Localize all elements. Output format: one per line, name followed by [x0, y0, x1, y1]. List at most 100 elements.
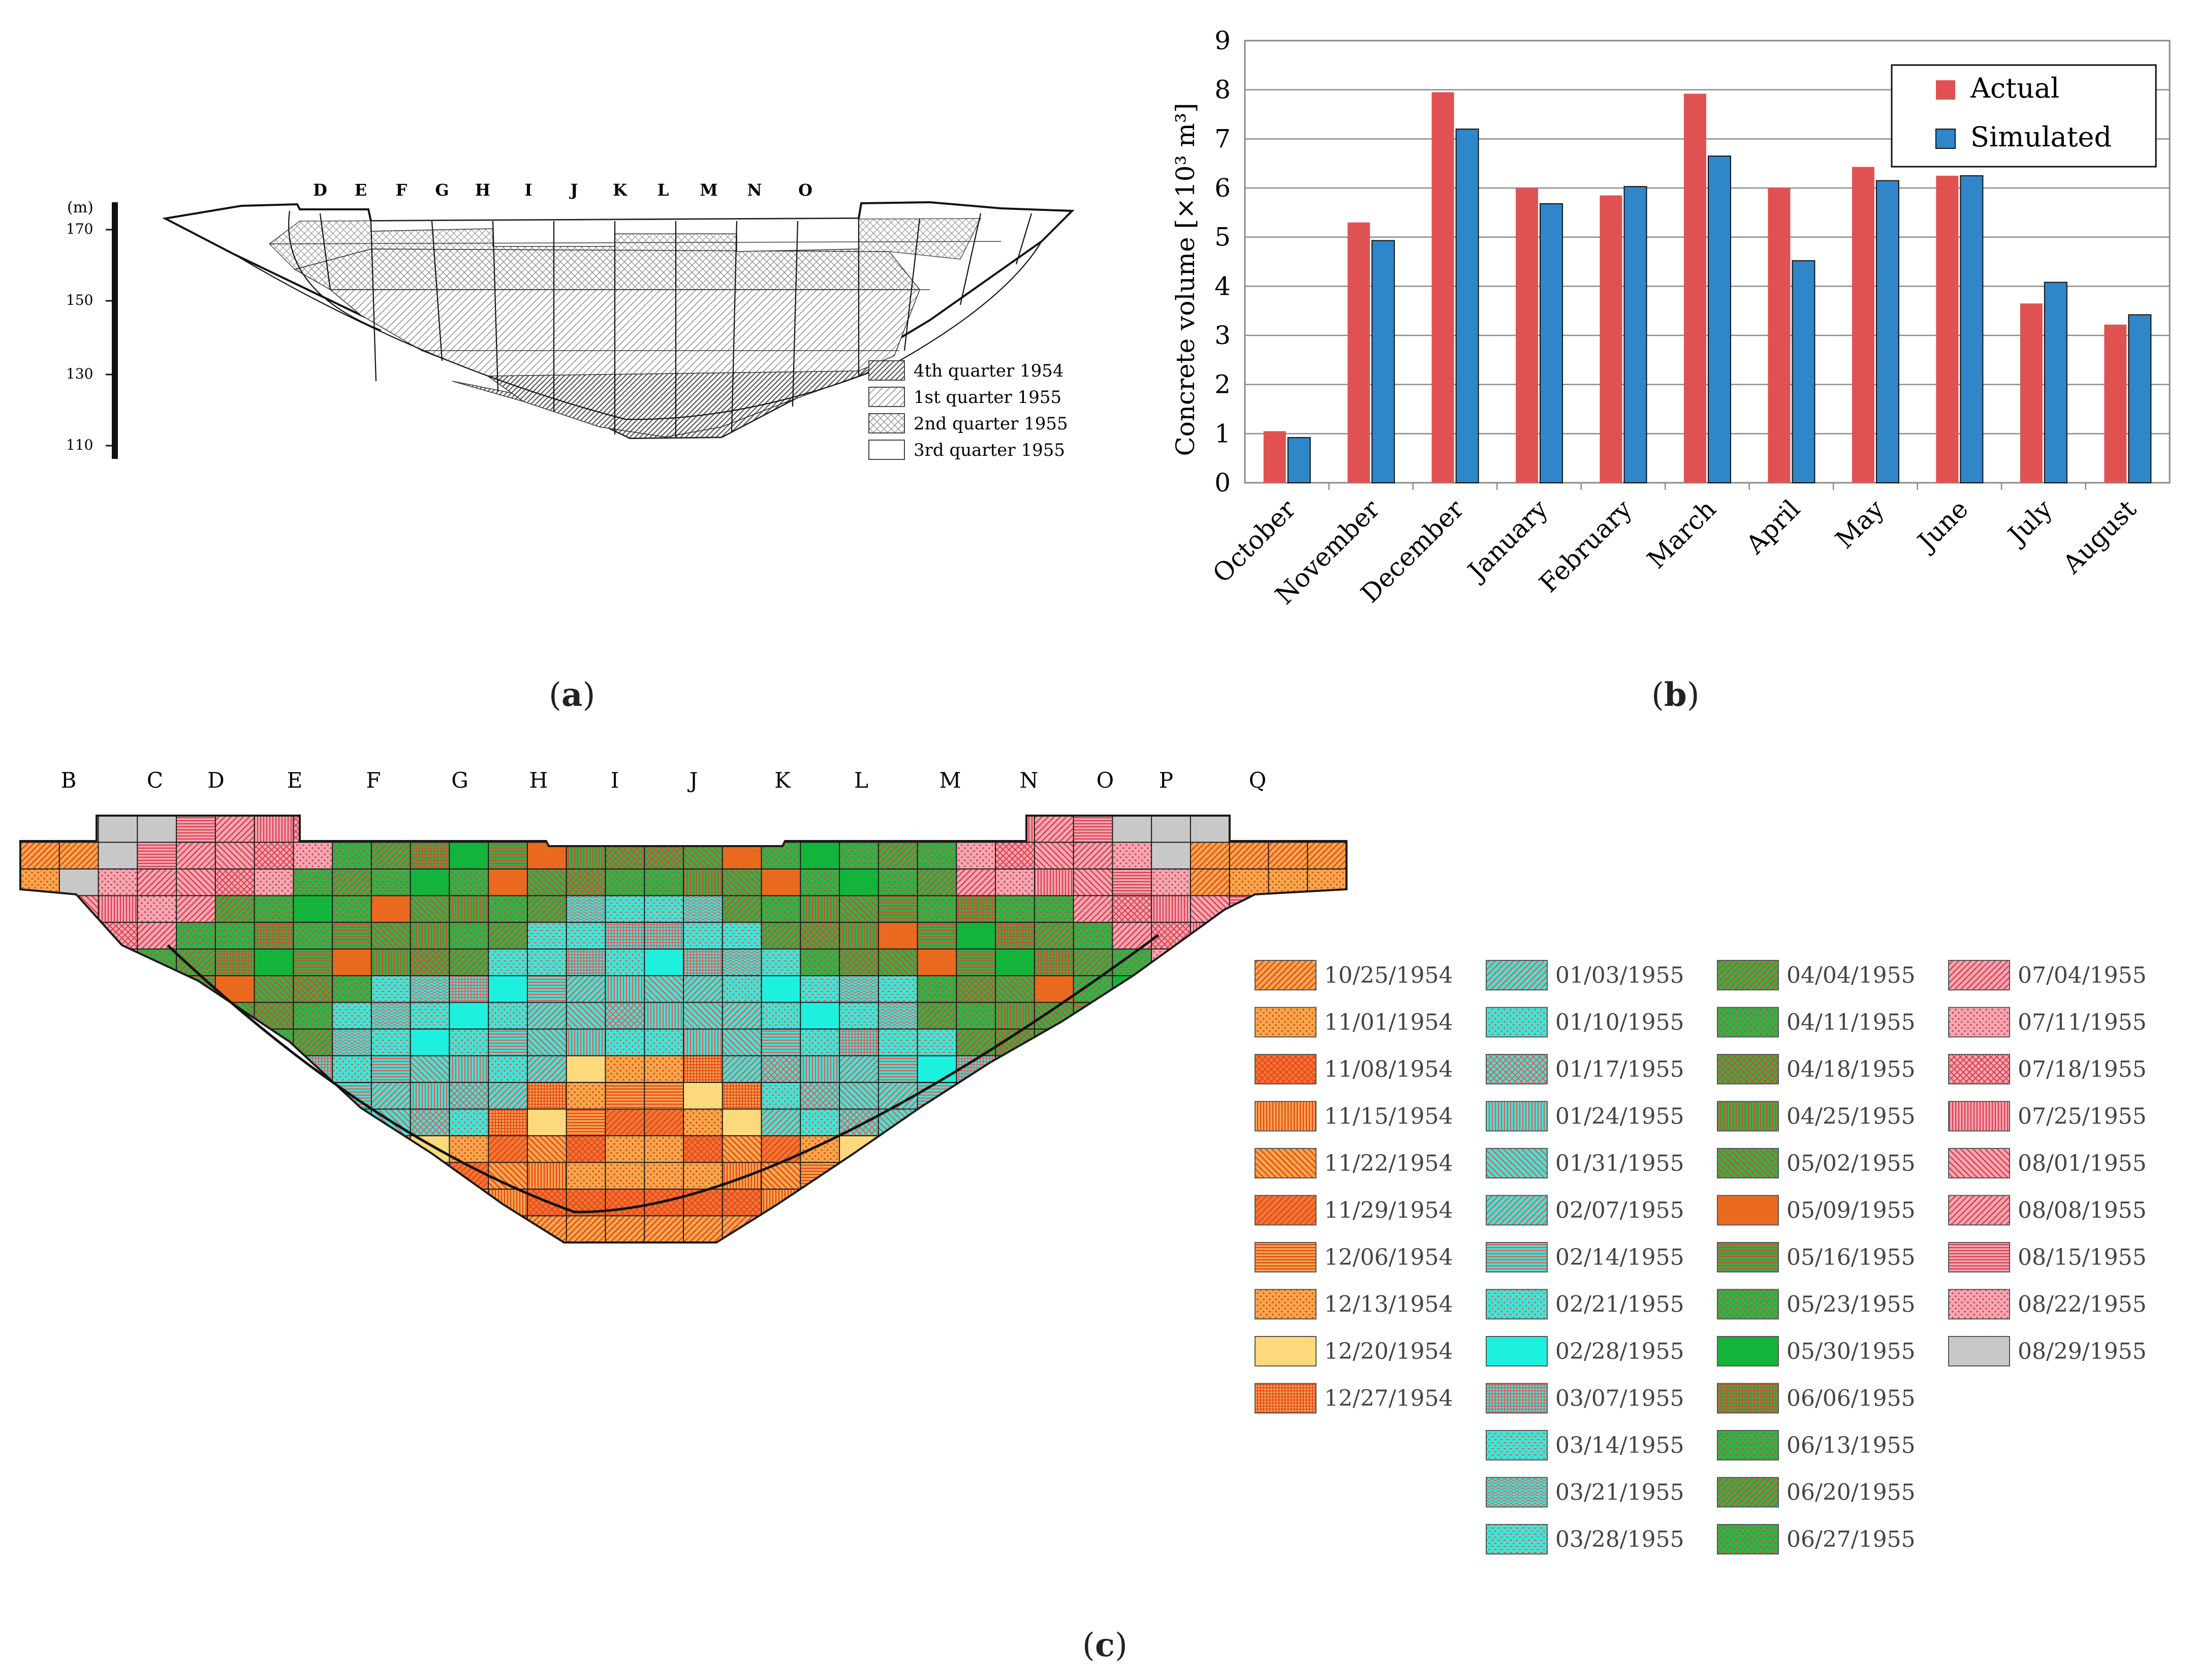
dam-arch-line	[167, 934, 1160, 1214]
plot-frame	[1244, 40, 2171, 484]
dam-block	[644, 922, 684, 950]
dam-block	[1229, 922, 1269, 950]
legend-label: 2nd quarter 1955	[914, 414, 1068, 434]
dam-block	[526, 1108, 568, 1137]
dam-block	[644, 1002, 684, 1030]
dam-block	[58, 816, 100, 843]
legend-swatch	[1948, 1242, 2010, 1272]
dam-block	[332, 1002, 372, 1030]
dam-block	[98, 975, 138, 1003]
legend-label: 12/27/1954	[1324, 1386, 1453, 1412]
dam-block	[1112, 842, 1152, 870]
legend-swatch	[1255, 1242, 1317, 1272]
dam-block	[1307, 842, 1346, 870]
dam-block	[58, 922, 100, 950]
legend-label: Simulated	[1970, 121, 2112, 153]
dam-block	[214, 1029, 256, 1056]
chart-grid	[1244, 40, 2171, 490]
legend-swatch	[1717, 1101, 1779, 1132]
dam-block	[410, 895, 450, 923]
block-label: L	[657, 180, 669, 200]
dam-block	[254, 1108, 294, 1137]
block-label: B	[61, 768, 77, 793]
dam-block	[683, 1082, 724, 1110]
dam-block	[800, 1135, 840, 1163]
dam-block	[488, 1002, 528, 1030]
dam-block	[254, 1002, 294, 1030]
legend-label: 03/07/1955	[1555, 1386, 1684, 1412]
dam-block	[98, 1215, 138, 1242]
dam-block	[683, 1189, 724, 1217]
dam-block	[761, 1108, 801, 1137]
bar-simulated-may	[1875, 180, 1899, 483]
legend-swatch	[1717, 960, 1779, 990]
dam-block	[20, 1002, 60, 1030]
dam-block	[1073, 922, 1113, 950]
block-label: K	[774, 768, 791, 793]
bar-actual-august	[2104, 324, 2127, 483]
dam-block	[683, 1029, 724, 1056]
dam-block	[410, 1082, 450, 1110]
dam-block	[605, 1082, 645, 1110]
y-tick-label: 2	[1214, 370, 1231, 399]
dam-block	[644, 1029, 684, 1056]
legend-label: 07/04/1955	[2018, 962, 2147, 988]
dam-block	[98, 1108, 138, 1137]
dam-block	[20, 1029, 60, 1056]
bar-actual-march	[1684, 94, 1706, 483]
dam-block	[214, 842, 256, 870]
block-label: D	[313, 180, 327, 200]
dam-block	[917, 1108, 957, 1137]
dam-block	[761, 816, 801, 843]
dam-block	[58, 1002, 100, 1030]
dam-body	[162, 201, 1075, 440]
block-label: O	[798, 180, 812, 200]
dam-block	[605, 1135, 645, 1163]
block-label: I	[525, 180, 532, 200]
dam-block	[839, 868, 880, 896]
dam-block	[1151, 1108, 1192, 1137]
dam-block	[137, 922, 177, 950]
dam-block	[1229, 895, 1269, 923]
dam-block	[566, 1215, 606, 1242]
dam-block	[1189, 1082, 1231, 1110]
dam-block	[878, 842, 919, 870]
block-label: L	[854, 768, 868, 793]
legend-swatch	[1486, 1195, 1548, 1226]
legend-label: 12/20/1954	[1324, 1339, 1453, 1364]
dam-block	[917, 1029, 957, 1056]
dam-block	[488, 868, 528, 896]
legend-label: 11/15/1954	[1324, 1104, 1453, 1130]
dam-block	[761, 975, 801, 1003]
dam-block	[526, 1082, 568, 1110]
dam-block	[1189, 922, 1231, 950]
dam-block	[605, 1162, 645, 1190]
x-tick-label: July	[2001, 494, 2058, 551]
dam-block	[370, 1135, 412, 1163]
dam-block	[449, 816, 489, 843]
dam-block	[58, 1029, 100, 1056]
dam-block	[214, 1108, 256, 1137]
dam-block	[98, 868, 138, 896]
legend-label: 07/18/1955	[2018, 1056, 2147, 1082]
dam-block	[605, 1055, 645, 1083]
dam-block	[1112, 1135, 1152, 1163]
dam-block	[58, 895, 100, 923]
dam-block	[956, 895, 996, 923]
dam-block	[878, 1189, 919, 1217]
dam-block	[839, 1055, 880, 1083]
dam-block	[58, 948, 100, 977]
dam-block	[1033, 1135, 1075, 1163]
dam-block	[1229, 842, 1269, 870]
caption-a: (a)	[549, 676, 596, 714]
legend-label: 05/23/1955	[1787, 1292, 1916, 1318]
caption-b: (b)	[1651, 676, 1700, 714]
dam-block	[1033, 868, 1075, 896]
dam-block	[176, 1215, 216, 1242]
dam-block	[488, 895, 528, 923]
dam-block	[683, 1135, 724, 1163]
block-label: Q	[1249, 768, 1266, 793]
dam-block	[98, 1135, 138, 1163]
legend-swatch	[1255, 1195, 1317, 1226]
block-label: M	[700, 180, 717, 200]
